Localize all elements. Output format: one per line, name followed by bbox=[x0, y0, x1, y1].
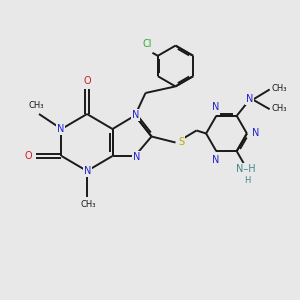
Text: N: N bbox=[133, 152, 140, 162]
Text: N: N bbox=[252, 128, 259, 138]
Text: O: O bbox=[83, 76, 91, 86]
Text: H: H bbox=[244, 176, 251, 185]
Text: Cl: Cl bbox=[142, 39, 152, 49]
Text: CH₃: CH₃ bbox=[28, 100, 44, 109]
Text: CH₃: CH₃ bbox=[272, 84, 287, 93]
Text: N–H: N–H bbox=[236, 164, 256, 174]
Text: CH₃: CH₃ bbox=[272, 104, 287, 113]
Text: CH₃: CH₃ bbox=[81, 200, 96, 209]
Text: N: N bbox=[212, 154, 219, 165]
Text: N: N bbox=[212, 102, 219, 112]
Text: N: N bbox=[57, 124, 64, 134]
Text: S: S bbox=[178, 137, 184, 147]
Text: N: N bbox=[84, 166, 92, 176]
Text: N: N bbox=[246, 94, 254, 104]
Text: O: O bbox=[25, 151, 32, 161]
Text: N: N bbox=[132, 110, 140, 120]
